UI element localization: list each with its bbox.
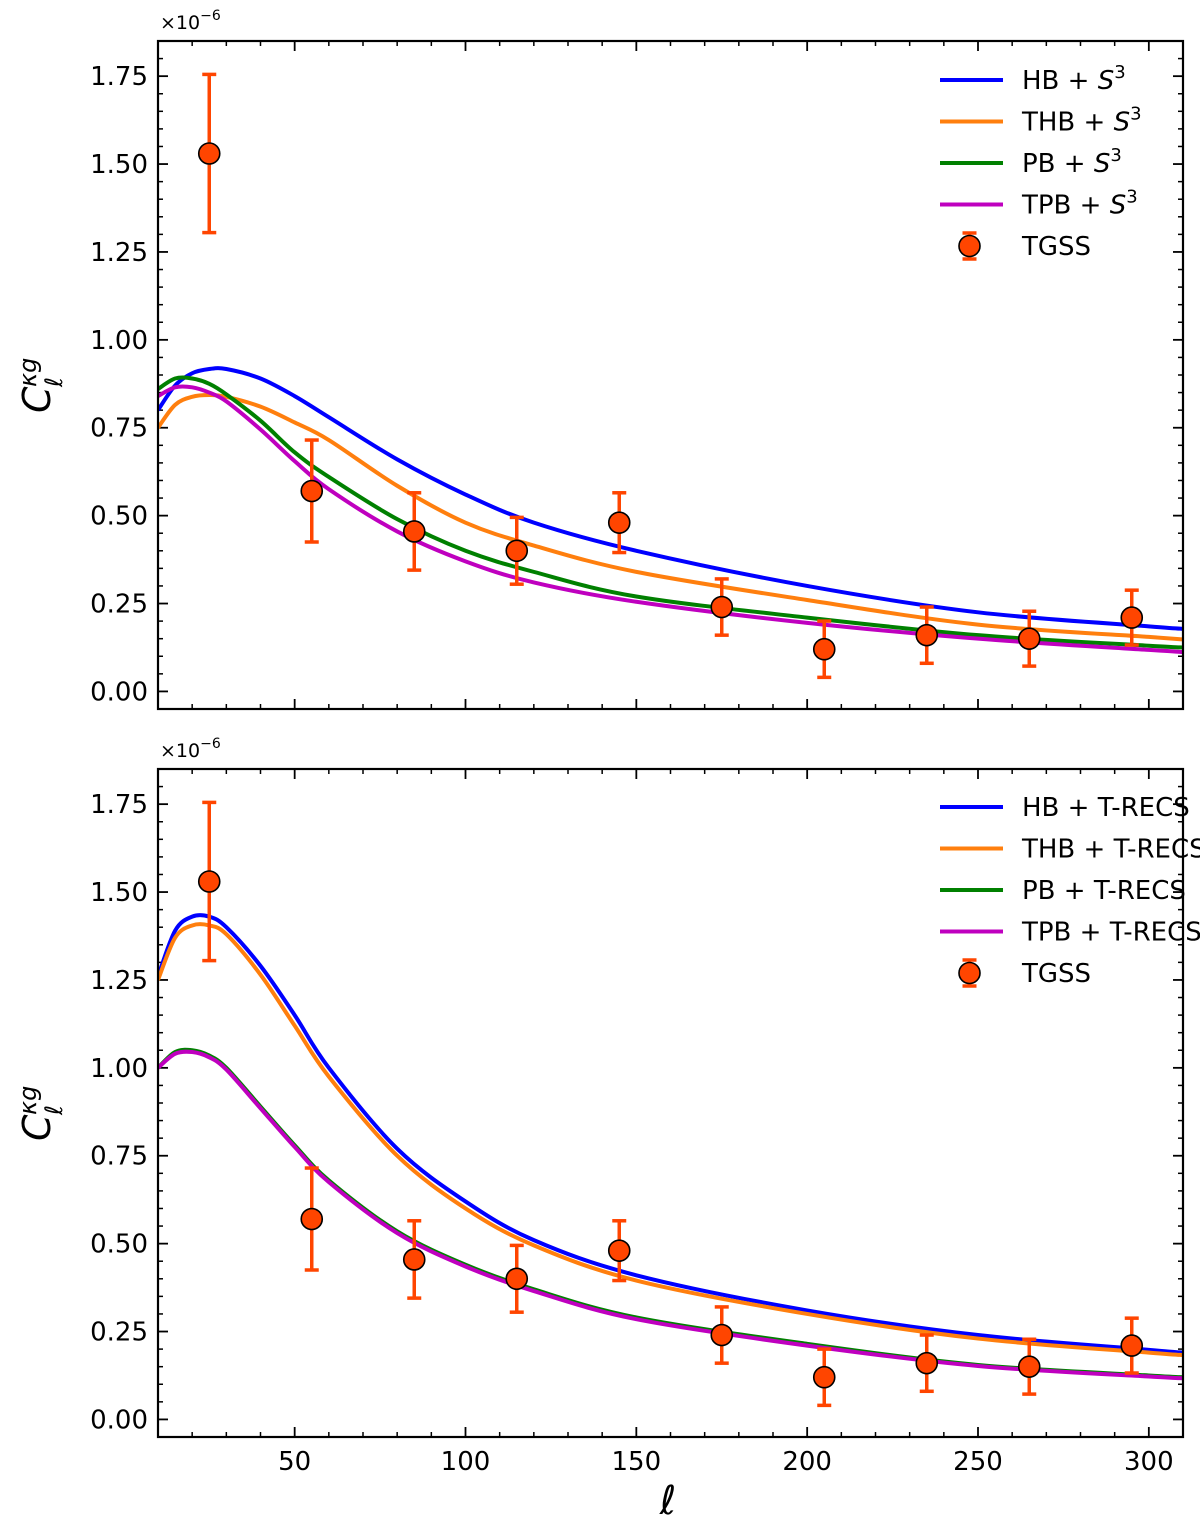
- curves-top: [158, 366, 1183, 655]
- x-tick-label: 200: [782, 1447, 832, 1477]
- data-point: [710, 595, 734, 619]
- y-axis-label-sub: ℓ: [40, 377, 68, 388]
- ticks-top: 0.00 0.25 0.50 0.75 1.00 1.25 1.50 1.75: [90, 41, 1184, 710]
- data-point: [1017, 1355, 1041, 1378]
- legend-label-math: S: [1098, 66, 1115, 96]
- x-axis-label: ℓ: [659, 1478, 677, 1524]
- y-tick-label: 0.75: [90, 414, 148, 444]
- legend-label: TPB + S3: [1021, 187, 1138, 221]
- data-point: [402, 520, 426, 543]
- data-point: [1120, 1334, 1144, 1357]
- legend-label-sup: 3: [1130, 104, 1141, 125]
- y-tick-label: 1.50: [90, 150, 148, 180]
- offset-exponent: −6: [200, 8, 221, 24]
- data-point: [812, 1365, 836, 1389]
- data-point: [915, 623, 939, 647]
- data-point: [197, 142, 221, 165]
- y-axis-label-main: C: [15, 386, 59, 413]
- x-tick-label: 50: [278, 1447, 311, 1477]
- data-point: [710, 1323, 734, 1347]
- legend-label: THB + T-RECS: [1021, 835, 1200, 865]
- data-point: [812, 637, 836, 661]
- legend-label-sup: 3: [1114, 62, 1125, 83]
- legend-label: THB + S3: [1021, 104, 1142, 138]
- legend-label-math: S: [1110, 191, 1127, 221]
- data-point: [1017, 627, 1041, 650]
- y-tick-label: 0.75: [90, 1142, 148, 1172]
- legend-label: TGSS: [1021, 232, 1091, 262]
- y-tick-label: 0.25: [90, 590, 148, 620]
- series-line-3: [158, 1049, 1183, 1381]
- series-line-1: [158, 393, 1183, 642]
- legend-label: HB + T-RECS: [1022, 793, 1190, 823]
- y-tick-label: 1.00: [90, 1054, 148, 1084]
- data-point: [300, 479, 324, 503]
- y-tick-label: 0.00: [90, 677, 148, 707]
- legend-label: PB + S3: [1022, 145, 1122, 179]
- data-point: [1120, 606, 1144, 629]
- data-point: [402, 1248, 426, 1271]
- y-tick-label: 1.00: [90, 326, 148, 356]
- ticks-bottom: 50 100 150 200 250 300 0.00 0.25 0.50 0.75 1.00 1.2…: [90, 769, 1184, 1477]
- offset-text: ×10−6: [160, 8, 221, 34]
- y-tick-label: 1.75: [90, 62, 148, 92]
- legend-label-sup: 3: [1126, 187, 1137, 208]
- offset-text: ×10−6: [160, 736, 221, 762]
- y-tick-label: 0.00: [90, 1405, 148, 1435]
- axes-frame: [156, 767, 1185, 1439]
- axes-frame: [156, 39, 1185, 711]
- y-tick-label: 0.25: [90, 1318, 148, 1348]
- legend-marker: [958, 961, 981, 985]
- x-tick-label: 150: [612, 1447, 662, 1477]
- series-line-0: [158, 366, 1183, 631]
- legend-top: HB + S3 THB + S3 PB + S3 TPB + S3 TGSS: [940, 62, 1142, 262]
- tgss-points-top: [197, 72, 1144, 680]
- legend-label: HB + S3: [1022, 62, 1126, 96]
- data-point: [607, 1239, 631, 1262]
- legend-label: PB + T-RECS: [1022, 876, 1186, 906]
- legend-label: TGSS: [1021, 959, 1091, 989]
- y-tick-label: 0.50: [90, 1230, 148, 1260]
- y-axis-label-sup: κg: [14, 1086, 42, 1115]
- y-axis-label-main: C: [15, 1114, 59, 1141]
- tgss-points-bottom: [197, 800, 1144, 1408]
- panels: 0.00 0.25 0.50 0.75 1.00 1.25 1.50 1.75 ×10−6 Cκg…: [14, 8, 1200, 1477]
- x-tick-label: 300: [1124, 1447, 1174, 1477]
- panel-top: 0.00 0.25 0.50 0.75 1.00 1.25 1.50 1.75 ×10−6 Cκg…: [14, 8, 1185, 711]
- legend-label: TPB + T-RECS: [1021, 918, 1200, 948]
- y-axis-label-sup: κg: [14, 358, 42, 387]
- legend-label-math: S: [1094, 149, 1111, 179]
- x-tick-label: 100: [441, 1447, 491, 1477]
- y-tick-label: 1.25: [90, 238, 148, 268]
- data-point: [505, 1267, 529, 1291]
- y-axis-label-sub: ℓ: [40, 1105, 68, 1116]
- legend-bottom: HB + T-RECS THB + T-RECS PB + T-RECS TPB + …: [940, 793, 1200, 989]
- data-point: [505, 539, 529, 563]
- data-point: [607, 511, 631, 534]
- series-line-3: [158, 384, 1183, 655]
- offset-exponent: −6: [200, 736, 221, 752]
- series-line-2: [158, 375, 1183, 650]
- y-tick-label: 0.50: [90, 502, 148, 532]
- data-point: [300, 1207, 324, 1231]
- legend-label-sup: 3: [1110, 145, 1121, 166]
- y-tick-label: 1.50: [90, 878, 148, 908]
- legend-label-math: S: [1114, 108, 1131, 138]
- panel-bottom: 50 100 150 200 250 300 0.00 0.25 0.50 0.75 1.00 1.2…: [14, 736, 1200, 1477]
- x-tick-label: 250: [953, 1447, 1003, 1477]
- y-tick-label: 1.25: [90, 966, 148, 996]
- legend-marker: [958, 234, 981, 258]
- data-point: [197, 870, 221, 893]
- y-tick-label: 1.75: [90, 790, 148, 820]
- data-point: [915, 1351, 939, 1375]
